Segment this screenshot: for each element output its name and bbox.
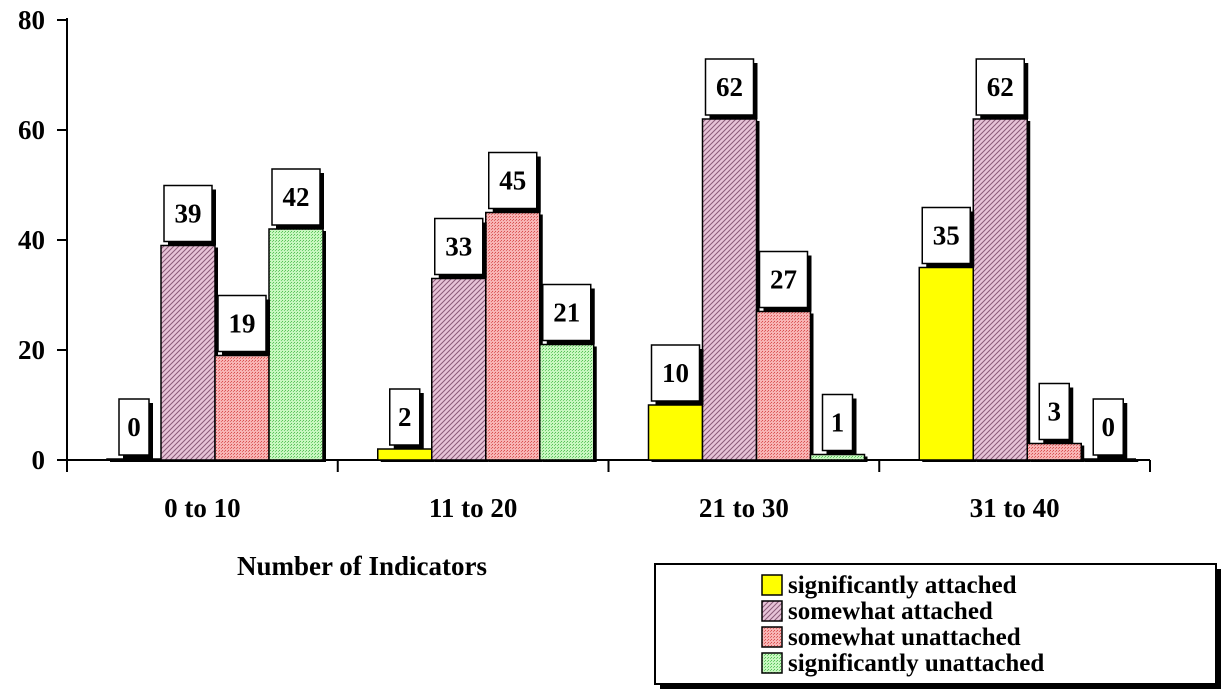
legend-label: somewhat unattached bbox=[788, 624, 1021, 651]
bar bbox=[972, 118, 1028, 461]
legend-swatch bbox=[761, 600, 783, 622]
bar bbox=[539, 343, 595, 461]
data-label-box bbox=[488, 151, 538, 210]
data-label-box bbox=[921, 206, 971, 265]
bar bbox=[918, 266, 974, 461]
data-label: 42 bbox=[283, 182, 310, 212]
data-label: 0 bbox=[1102, 412, 1116, 442]
y-tick-label: 40 bbox=[18, 225, 45, 255]
y-tick-label: 80 bbox=[18, 5, 45, 35]
legend-label: significantly unattached bbox=[788, 650, 1044, 677]
bar bbox=[1080, 458, 1136, 461]
bar-shadow bbox=[1084, 461, 1139, 462]
data-label: 19 bbox=[229, 309, 256, 339]
data-label: 45 bbox=[499, 166, 526, 196]
bar bbox=[268, 228, 324, 461]
legend-box bbox=[654, 563, 1217, 685]
x-tick-label: 11 to 20 bbox=[429, 493, 518, 523]
bar bbox=[647, 404, 704, 461]
data-label-box bbox=[975, 58, 1025, 116]
data-label-box bbox=[1092, 398, 1124, 456]
chart-bars bbox=[106, 118, 1139, 462]
data-label-box bbox=[389, 388, 421, 446]
data-label: 35 bbox=[933, 221, 960, 251]
bar bbox=[755, 310, 812, 461]
bar bbox=[431, 277, 487, 461]
data-label-box bbox=[704, 58, 755, 116]
data-label-box bbox=[821, 393, 854, 452]
y-tick-label: 0 bbox=[32, 445, 46, 475]
data-label-box bbox=[434, 217, 484, 276]
legend-swatch bbox=[761, 626, 783, 648]
data-label: 21 bbox=[553, 298, 580, 328]
data-label: 62 bbox=[987, 72, 1014, 102]
x-tick-label: 0 to 10 bbox=[164, 493, 241, 523]
data-label: 2 bbox=[398, 402, 412, 432]
y-tick-label: 20 bbox=[18, 335, 45, 365]
data-label-box bbox=[1038, 382, 1070, 441]
bar bbox=[106, 458, 162, 461]
legend-label: somewhat attached bbox=[788, 598, 993, 625]
legend-label: significantly attached bbox=[788, 572, 1017, 599]
x-tick-label: 31 to 40 bbox=[970, 493, 1060, 523]
data-label: 10 bbox=[662, 358, 689, 388]
data-label: 62 bbox=[716, 72, 743, 102]
bar-shadow bbox=[110, 461, 164, 462]
x-tick-label: 21 to 30 bbox=[699, 493, 789, 523]
data-label: 3 bbox=[1048, 397, 1062, 427]
chart-data-labels: 0 39 19 42 2 33 45 21 10 62 27 1 35 62 3 0 bbox=[118, 58, 1128, 459]
bar bbox=[809, 453, 866, 461]
bar bbox=[701, 118, 758, 461]
data-label-box bbox=[163, 184, 213, 243]
bar bbox=[485, 211, 541, 461]
legend-swatch bbox=[761, 574, 783, 596]
data-label: 0 bbox=[127, 412, 141, 442]
data-label-box bbox=[118, 398, 150, 456]
data-label-box bbox=[650, 344, 701, 402]
data-label-box bbox=[271, 168, 321, 226]
data-label-box bbox=[758, 250, 809, 309]
bar bbox=[160, 244, 216, 461]
x-axis-title: Number of Indicators bbox=[237, 551, 487, 581]
data-label-box bbox=[542, 283, 592, 342]
data-label-box bbox=[217, 294, 267, 353]
legend-swatch bbox=[761, 652, 783, 674]
data-label: 27 bbox=[770, 265, 797, 295]
bar bbox=[1026, 442, 1082, 461]
bar bbox=[377, 448, 433, 461]
data-label: 39 bbox=[175, 199, 202, 229]
y-tick-label: 60 bbox=[18, 115, 45, 145]
data-label: 33 bbox=[445, 232, 472, 262]
bar bbox=[214, 354, 270, 461]
data-label: 1 bbox=[831, 408, 845, 438]
